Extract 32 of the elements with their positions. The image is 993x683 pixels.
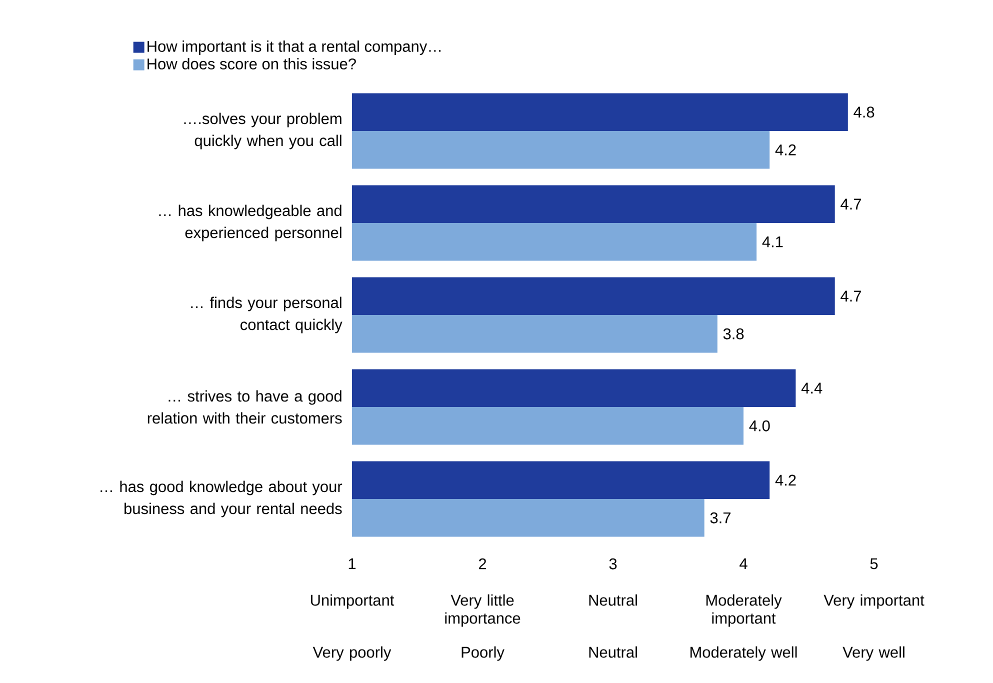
data-label: 3.8	[723, 328, 744, 340]
data-label: 4.2	[775, 474, 796, 486]
text: Neutral	[589, 646, 637, 658]
data-label: 4.7	[840, 198, 861, 210]
data-label: 4.7	[840, 290, 861, 302]
text: Moderately important	[706, 594, 782, 627]
data-label: 4.2	[775, 144, 796, 156]
x-tick-label: 5	[870, 558, 878, 570]
x-tick-label: 3	[609, 558, 617, 570]
data-label: 4.0	[749, 420, 770, 432]
data-label: 4.8	[854, 106, 874, 118]
y-tick-label: … has knowledgeable and experienced personnel	[159, 204, 342, 242]
legend-label: How does score on this issue?	[148, 58, 356, 70]
legend-label: How important is it that a rental company…	[148, 40, 441, 55]
text: Very poorly	[312, 646, 392, 661]
text: Very well	[842, 646, 904, 661]
data-label: 4.4	[801, 382, 822, 394]
data-label: 3.7	[710, 512, 730, 524]
x-tick-label: 4	[740, 558, 748, 570]
x-tick-label: 1	[348, 558, 356, 570]
y-tick-label: … has good knowledge about your business and your rental needs	[100, 480, 342, 518]
x-tick-label: 2	[478, 558, 486, 570]
data-label: 4.1	[762, 236, 783, 248]
text: Neutral	[589, 594, 637, 606]
text: Moderately well	[690, 646, 797, 661]
text: Poorly	[462, 646, 504, 661]
text: Very little importance	[445, 594, 520, 627]
y-tick-label: … strives to have a good relation with their customers	[148, 390, 342, 424]
text: Very important	[824, 594, 924, 609]
y-tick-label: ….solves your problem quickly when you call	[184, 112, 342, 150]
y-tick-label: … finds your personal contact quickly	[191, 296, 342, 334]
text: Unimportant	[311, 594, 394, 609]
